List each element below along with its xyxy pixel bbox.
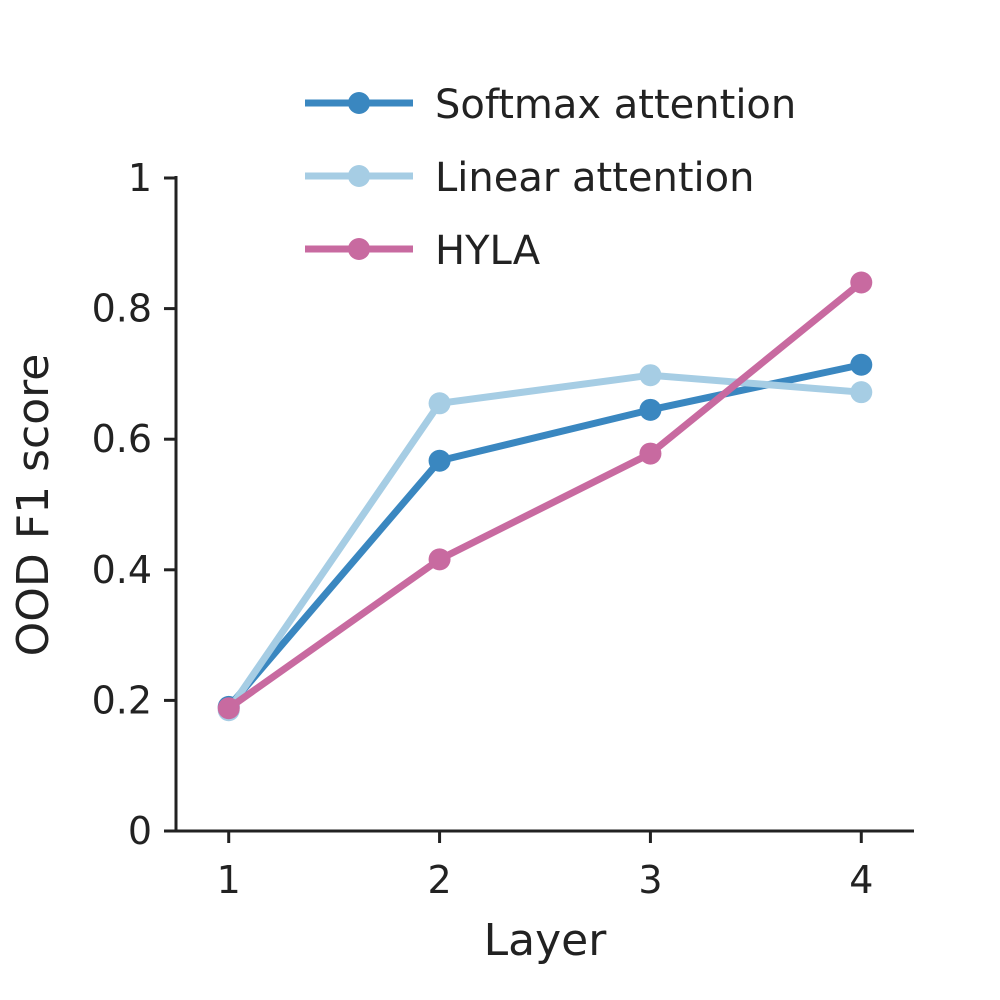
series-linear-attention	[217, 364, 873, 722]
data-point-linear-attention	[428, 392, 451, 415]
series-layer	[217, 271, 873, 722]
x-axis-title: Layer	[484, 915, 608, 966]
data-point-linear-attention	[850, 381, 873, 404]
data-point-hyla	[428, 548, 451, 571]
series-line-linear-attention	[225, 371, 865, 714]
data-point-linear-attention	[639, 364, 662, 387]
legend-item-hyla: HYLA	[305, 228, 541, 274]
legend-label: Linear attention	[435, 155, 755, 201]
y-tick-label: 0.8	[92, 287, 152, 331]
y-ticks: 0 0.2 0.4 0.6 0.8 1	[92, 156, 176, 853]
x-ticks: 1 2 3 4	[217, 831, 873, 902]
series-line-softmax-attention	[225, 361, 865, 711]
legend-swatch-marker	[348, 165, 370, 187]
legend-item-softmax-attention: Softmax attention	[305, 82, 796, 128]
data-point-softmax-attention	[639, 398, 662, 421]
legend: Softmax attention Linear attention HYLA	[305, 82, 796, 274]
series-line-hyla	[225, 278, 865, 712]
y-axis-title: OOD F1 score	[8, 354, 59, 657]
legend-swatch-marker	[348, 92, 370, 114]
data-point-hyla	[639, 442, 662, 465]
legend-label: Softmax attention	[435, 82, 796, 128]
y-tick-label: 1	[128, 156, 152, 200]
series-hyla	[217, 271, 873, 720]
data-point-softmax-attention	[428, 449, 451, 472]
axes	[174, 176, 914, 833]
x-tick-label: 1	[217, 858, 241, 902]
y-tick-label: 0	[128, 809, 152, 853]
data-point-hyla	[850, 271, 873, 294]
y-tick-label: 0.6	[92, 417, 152, 461]
x-tick-label: 2	[427, 858, 451, 902]
data-point-hyla	[217, 697, 240, 720]
legend-label: HYLA	[435, 228, 541, 274]
data-point-softmax-attention	[850, 353, 873, 376]
legend-swatch-marker	[348, 238, 370, 260]
y-tick-label: 0.2	[92, 678, 152, 722]
x-tick-label: 3	[638, 858, 662, 902]
x-tick-label: 4	[849, 858, 873, 902]
legend-item-linear-attention: Linear attention	[305, 155, 755, 201]
series-softmax-attention	[217, 353, 873, 718]
y-tick-label: 0.4	[92, 548, 152, 592]
